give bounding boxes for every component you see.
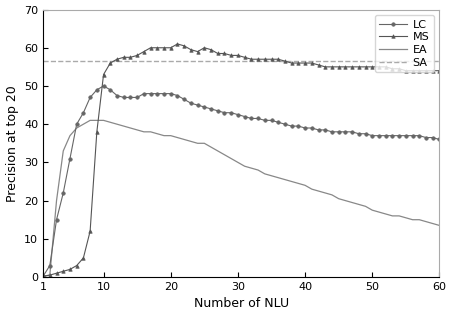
MS (436, 69, 441, 73)
EA (114, 122, 120, 126)
EA (295, 181, 300, 185)
EA (175, 136, 180, 139)
LC (40, 274, 46, 278)
EA (40, 274, 46, 278)
Y-axis label: Precision at top 20: Precision at top 20 (5, 85, 18, 202)
LC (147, 92, 153, 95)
Line: EA: EA (43, 120, 438, 276)
LC (101, 84, 106, 88)
LC (295, 124, 300, 128)
LC (114, 94, 120, 97)
MS (141, 50, 146, 53)
MS (154, 46, 160, 50)
LC (175, 94, 180, 97)
Line: MS: MS (41, 42, 440, 278)
MS (168, 46, 173, 50)
MS (175, 42, 180, 46)
MS (295, 61, 300, 65)
SA (33, 59, 39, 63)
MS (107, 61, 113, 65)
LC (436, 137, 441, 141)
LC (181, 97, 186, 101)
EA (436, 223, 441, 227)
EA (147, 130, 153, 134)
LC (161, 92, 166, 95)
EA (87, 118, 92, 122)
MS (181, 44, 186, 48)
Line: LC: LC (41, 84, 440, 278)
Legend: LC, MS, EA, SA: LC, MS, EA, SA (374, 15, 433, 72)
MS (40, 274, 46, 278)
X-axis label: Number of NLU: Number of NLU (193, 297, 288, 310)
EA (161, 134, 166, 137)
EA (181, 137, 186, 141)
SA (40, 59, 46, 63)
